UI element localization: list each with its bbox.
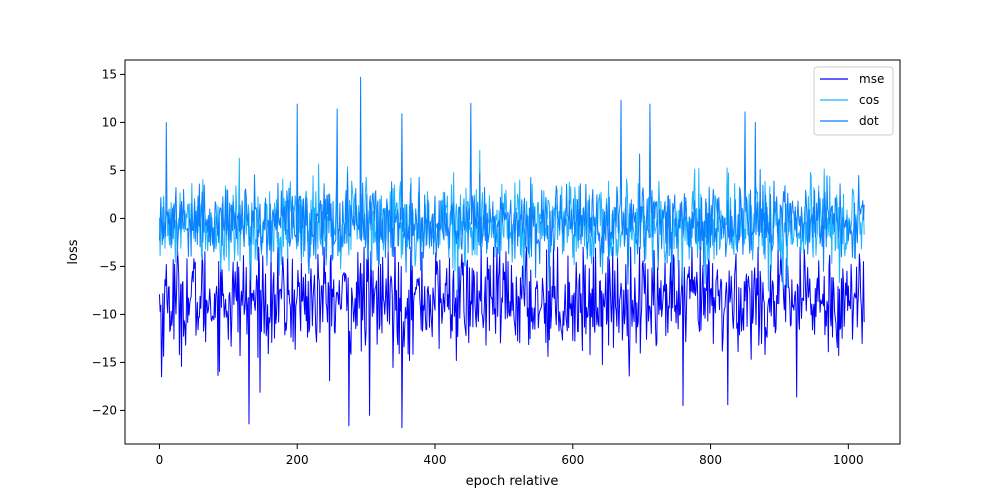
y-axis-label: loss	[66, 239, 81, 264]
legend-label-dot: dot	[859, 114, 879, 128]
y-tick-label: 10	[102, 115, 117, 129]
y-tick-label: −15	[92, 355, 117, 369]
x-tick-label: 600	[561, 453, 584, 467]
y-tick-label: −10	[92, 307, 117, 321]
y-tick-label: 0	[109, 211, 117, 225]
y-tick-label: −20	[92, 403, 117, 417]
legend-label-mse: mse	[859, 72, 884, 86]
series-layer	[158, 76, 865, 429]
series-line-dot	[158, 76, 865, 290]
x-tick-label: 0	[156, 453, 164, 467]
plot-frame	[124, 59, 901, 445]
x-tick-label: 1000	[833, 453, 864, 467]
x-tick-label: 200	[286, 453, 309, 467]
x-tick-label: 800	[699, 453, 722, 467]
series-line-mse	[158, 246, 865, 429]
legend: mse cos dot	[813, 66, 894, 136]
y-tick-label: 15	[102, 67, 117, 81]
x-tick-label: 400	[424, 453, 447, 467]
legend-label-cos: cos	[859, 93, 879, 107]
legend-box	[813, 66, 894, 136]
y-tick-label: −5	[99, 259, 117, 273]
x-axis-ticks: 0 200 400 600 800 1000	[156, 444, 864, 467]
x-axis-label: epoch relative	[466, 474, 559, 489]
y-tick-label: 5	[109, 163, 117, 177]
y-axis-ticks: −20 −15 −10 −5 0 5 10 15	[92, 67, 125, 417]
